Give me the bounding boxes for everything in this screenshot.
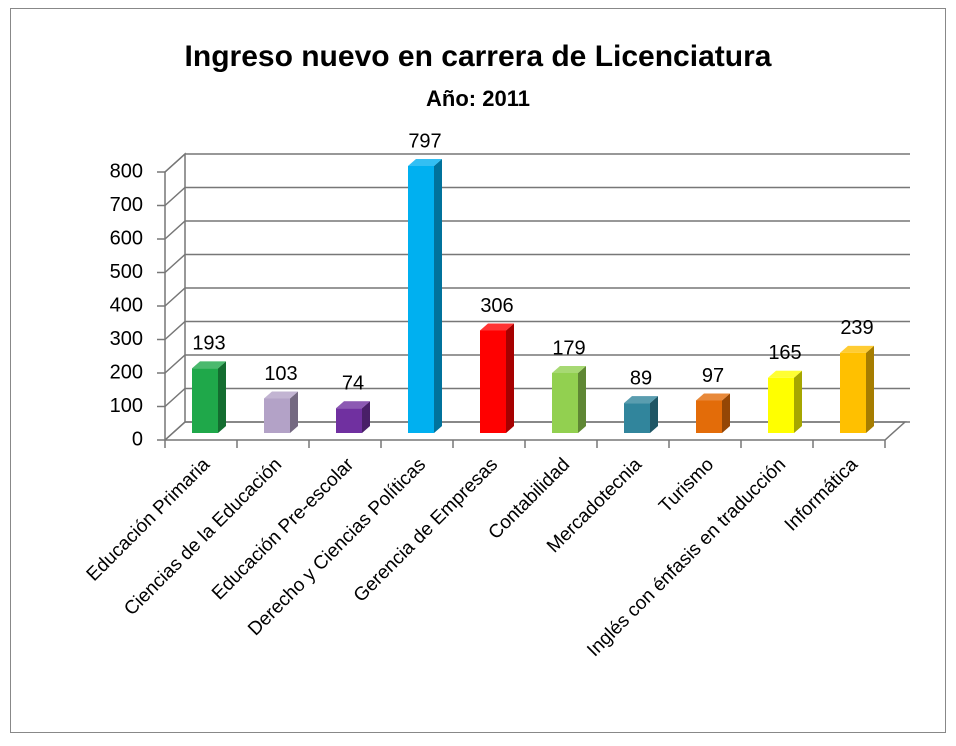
bar-front <box>768 377 794 433</box>
bar-side <box>866 345 874 433</box>
bar-side <box>794 370 802 433</box>
bar-top-shade <box>696 393 730 401</box>
bar-top <box>696 393 730 401</box>
bar-side-shade <box>434 159 442 433</box>
chart-title: Ingreso nuevo en carrera de Licenciatura <box>185 40 772 73</box>
bar-front <box>696 400 722 433</box>
grid-line <box>164 253 910 274</box>
bar-top-shade <box>552 366 586 374</box>
bar <box>480 323 514 433</box>
y-tick-label: 100 <box>110 395 143 417</box>
grid-line <box>164 320 910 341</box>
y-tick-label: 200 <box>110 361 143 383</box>
bar-front <box>408 166 434 433</box>
y-tick-label: 0 <box>132 428 143 450</box>
bar-side-shade <box>866 345 874 433</box>
data-label: 89 <box>630 367 652 389</box>
bar-front <box>480 330 506 433</box>
bar-side-shade <box>506 323 514 433</box>
y-tick-label: 400 <box>110 294 143 316</box>
bar-top <box>480 323 514 331</box>
bar-top-shade <box>840 345 874 353</box>
bar-side <box>362 401 370 433</box>
data-label: 165 <box>768 342 801 364</box>
bar-side <box>722 393 730 433</box>
grid-line <box>164 354 910 374</box>
bar-top-shade <box>768 370 802 378</box>
bar <box>696 393 730 433</box>
data-label: 74 <box>342 372 364 394</box>
y-tick-label: 300 <box>110 328 143 350</box>
data-label: 306 <box>480 295 513 317</box>
bar-side-shade <box>578 366 586 433</box>
bar-side-shade <box>362 401 370 433</box>
bar-side <box>650 396 658 433</box>
bar-front <box>192 368 218 433</box>
bar-top <box>768 370 802 378</box>
bar <box>768 370 802 433</box>
bar-top-shade <box>408 159 442 167</box>
bar-side <box>578 366 586 433</box>
y-tick-label: 700 <box>110 194 143 216</box>
data-label: 797 <box>408 130 441 152</box>
bar-side-shade <box>650 396 658 433</box>
bar-side-shade <box>290 391 298 433</box>
bar-front <box>624 403 650 433</box>
bar <box>192 361 226 433</box>
data-label: 239 <box>840 317 873 339</box>
grid-line <box>164 287 910 307</box>
bar <box>552 366 586 433</box>
bar-top <box>264 391 298 399</box>
bar-top <box>192 361 226 369</box>
grid-line <box>164 220 910 240</box>
bar-side-shade <box>794 370 802 433</box>
data-label: 179 <box>552 337 585 359</box>
bar-side <box>434 159 442 433</box>
bar <box>840 345 874 433</box>
bar-top-shade <box>624 396 658 404</box>
data-label: 103 <box>264 363 297 385</box>
bar-side <box>506 323 514 433</box>
bar-side <box>290 391 298 433</box>
bar <box>408 159 442 433</box>
y-tick-label: 800 <box>110 160 143 182</box>
bar-front <box>336 408 362 433</box>
y-tick-label: 500 <box>110 261 143 283</box>
bar <box>264 391 298 433</box>
bar-top <box>336 401 370 409</box>
bar-top-shade <box>336 401 370 409</box>
bar-top-shade <box>192 361 226 369</box>
bar-side-shade <box>722 393 730 433</box>
bar <box>336 401 370 433</box>
bar-top <box>840 345 874 353</box>
chart-frame <box>10 8 946 733</box>
bar-front <box>840 352 866 433</box>
grid-line <box>164 387 910 408</box>
bar-front <box>264 398 290 433</box>
bar <box>624 396 658 433</box>
chart-subtitle: Año: 2011 <box>426 86 530 111</box>
data-label: 193 <box>192 333 225 355</box>
bar-top-shade <box>480 323 514 331</box>
bar-top-shade <box>264 391 298 399</box>
y-tick-label: 600 <box>110 227 143 249</box>
bar-top <box>624 396 658 404</box>
bar-side-shade <box>218 361 226 433</box>
bar-top <box>408 159 442 167</box>
bar-top <box>552 366 586 374</box>
bar-side <box>218 361 226 433</box>
bar-front <box>552 373 578 433</box>
grid-line <box>164 421 910 441</box>
grid-line <box>164 186 910 207</box>
data-label: 97 <box>702 365 724 387</box>
grid-line <box>164 153 910 173</box>
